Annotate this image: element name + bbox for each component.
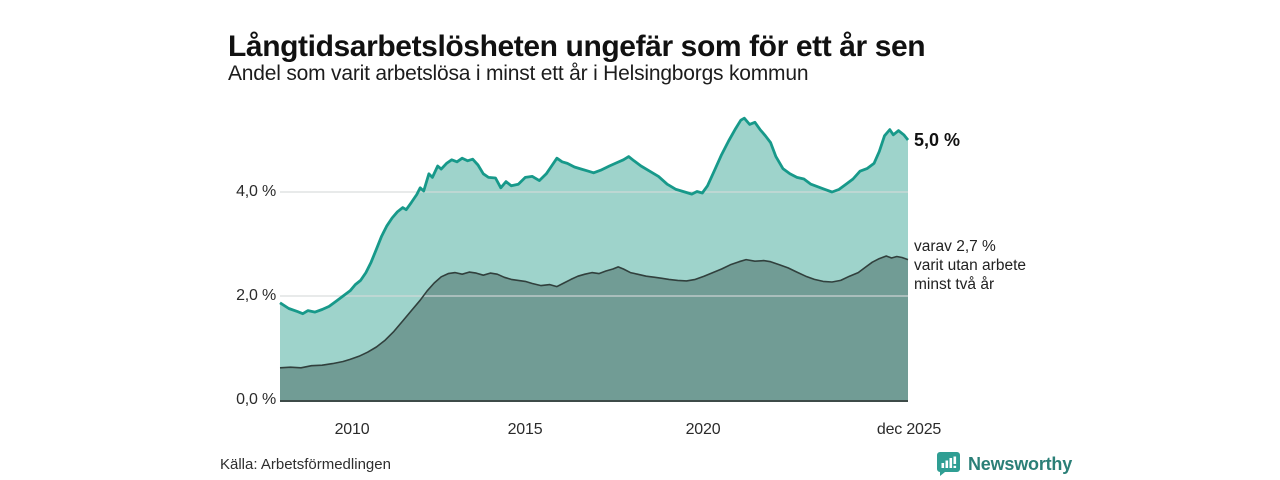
y-axis-tick-2: 2,0 % <box>236 287 276 304</box>
two-year-series-annotation: varav 2,7 % varit utan arbete minst två … <box>914 237 1026 294</box>
x-axis-tick-2015: 2015 <box>507 421 543 438</box>
y-axis-tick-4: 4,0 % <box>236 183 276 200</box>
newsworthy-wordmark: Newsworthy <box>968 453 1073 474</box>
x-axis-tick-2010: 2010 <box>334 421 370 438</box>
y-axis-tick-0: 0,0 % <box>236 391 276 408</box>
newsworthy-logo[interactable]: Newsworthy <box>936 451 1072 477</box>
source-note: Källa: Arbetsförmedlingen <box>220 456 391 473</box>
total-line <box>279 116 910 316</box>
x-axis-tick-dec-2025: dec 2025 <box>876 421 942 438</box>
newsworthy-icon <box>937 452 960 476</box>
chart-subtitle: Andel som varit arbetslösa i minst ett å… <box>228 62 809 85</box>
total-series-end-label: 5,0 % <box>914 130 961 150</box>
page-title: Långtidsarbetslösheten ungefär som för e… <box>228 30 926 64</box>
two-year-area-fill <box>280 256 908 400</box>
x-axis-tick-2020: 2020 <box>685 421 721 438</box>
annotation-line-3: minst två år <box>914 276 995 293</box>
annotation-line-1: varav 2,7 % <box>914 238 996 255</box>
two-year-line <box>279 255 909 369</box>
annotation-line-2: varit utan arbete <box>914 257 1027 274</box>
